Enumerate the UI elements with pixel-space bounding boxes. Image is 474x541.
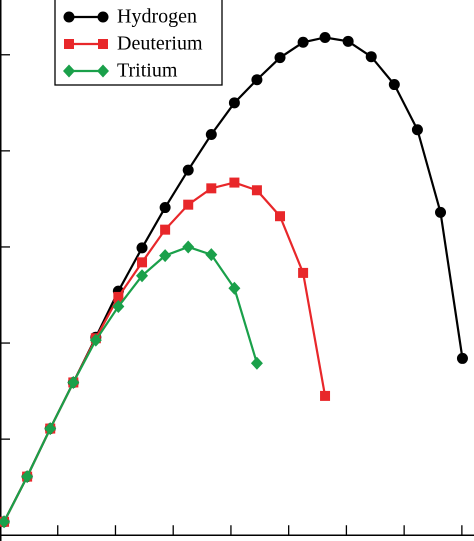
legend-label: Tritium <box>117 60 178 82</box>
data-point <box>388 79 400 91</box>
data-point <box>319 31 331 43</box>
series-line <box>3 36 464 523</box>
data-point <box>251 185 262 196</box>
data-point <box>136 242 148 254</box>
legend-marker <box>97 64 109 78</box>
data-point <box>274 52 286 64</box>
legend-marker <box>63 64 75 78</box>
data-point <box>456 352 468 364</box>
data-point <box>160 224 171 235</box>
legend-marker <box>64 39 74 49</box>
data-point <box>182 240 195 254</box>
legend-marker <box>98 39 108 49</box>
data-point <box>228 97 240 109</box>
data-point <box>320 390 331 401</box>
data-point <box>113 291 124 302</box>
data-point <box>275 211 286 222</box>
data-point <box>136 269 149 283</box>
data-point <box>365 51 377 63</box>
data-point <box>44 422 57 436</box>
data-point <box>250 356 263 370</box>
legend-label: Hydrogen <box>117 6 197 28</box>
data-point <box>205 248 218 262</box>
data-point <box>0 515 11 529</box>
data-point <box>183 199 194 210</box>
legend-marker <box>63 11 75 23</box>
data-point <box>298 267 309 278</box>
data-point <box>228 281 241 295</box>
data-point <box>89 333 102 347</box>
legend-label: Deuterium <box>117 33 203 55</box>
data-point <box>205 129 217 141</box>
data-point <box>21 470 34 484</box>
series-line <box>3 245 258 523</box>
data-point <box>342 35 354 47</box>
data-point <box>229 177 240 188</box>
data-point <box>159 202 171 214</box>
legend: Hydrogen Deuterium Tritium <box>54 0 223 86</box>
data-point <box>112 300 125 314</box>
data-point <box>206 183 217 194</box>
data-point <box>67 375 80 389</box>
data-point <box>411 124 423 136</box>
data-point <box>182 164 194 176</box>
legend-marker <box>97 11 109 23</box>
data-point <box>297 36 309 48</box>
data-point <box>137 257 148 268</box>
data-point <box>159 249 172 263</box>
data-point <box>435 206 447 218</box>
data-point <box>251 74 263 86</box>
